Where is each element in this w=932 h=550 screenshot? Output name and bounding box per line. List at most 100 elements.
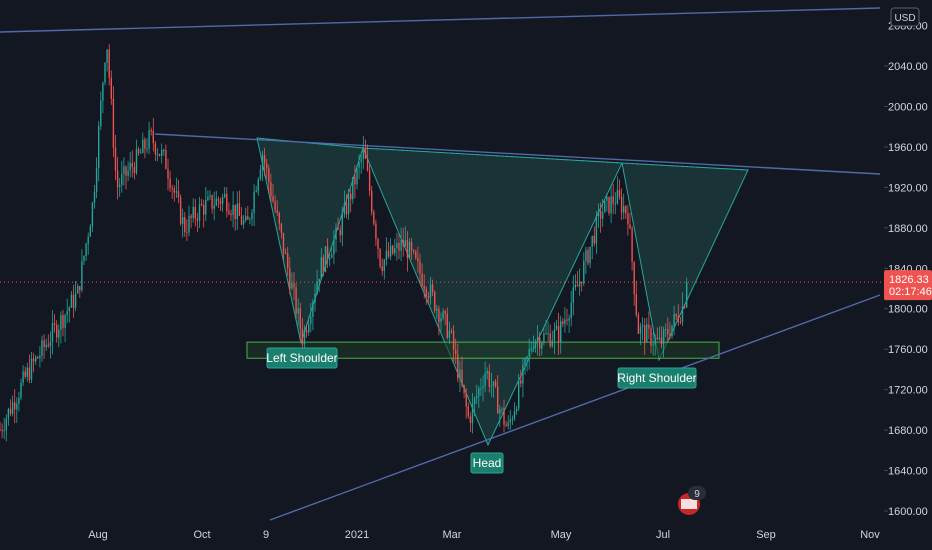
candle-body: [423, 285, 425, 290]
x-tick-label: Nov: [860, 529, 880, 541]
candle-body: [671, 325, 673, 337]
candle-body: [593, 235, 595, 244]
candle-body: [492, 381, 495, 386]
candle-body: [47, 344, 49, 347]
time-axis[interactable]: Aug Oct 9 2021 Mar May Jul Sep Nov: [0, 522, 932, 550]
candle-body: [356, 167, 358, 185]
candle-body: [633, 262, 635, 295]
candle-body: [392, 245, 394, 254]
candle-body: [463, 384, 465, 393]
candle-body: [106, 49, 108, 63]
top-trendline: [0, 7, 881, 33]
candle-body: [476, 396, 478, 399]
candle-body: [270, 182, 272, 197]
candle-body: [11, 402, 14, 414]
candle-body: [679, 321, 682, 323]
candle-body: [373, 211, 375, 224]
candle-body: [681, 306, 684, 323]
candle-body: [64, 314, 66, 328]
candle-body: [299, 308, 301, 330]
candle-body: [167, 168, 169, 179]
candle-body: [209, 195, 211, 197]
candle-body: [194, 206, 196, 219]
candle-body: [415, 251, 417, 259]
candle-body: [255, 190, 257, 192]
candle-body: [669, 334, 671, 337]
pattern-triangle-2: [362, 147, 623, 447]
candle-body: [175, 191, 178, 193]
candle-body: [505, 424, 507, 427]
candle-body: [58, 329, 60, 338]
candle-body: [163, 150, 165, 152]
candle-body: [266, 163, 268, 169]
candle-body: [555, 325, 558, 330]
candle-body: [375, 223, 377, 240]
candle-body: [358, 162, 360, 168]
candle-body: [534, 341, 537, 348]
candle-body: [667, 329, 669, 335]
support-trendline: [269, 294, 881, 521]
candle-body: [455, 349, 457, 354]
candle-body: [333, 239, 335, 255]
candle-body: [53, 323, 56, 325]
candle-body: [413, 250, 415, 252]
candle-body: [620, 196, 623, 213]
candle-body: [604, 200, 606, 213]
candle-body: [557, 325, 560, 343]
candle-body: [686, 282, 688, 308]
candle-body: [576, 284, 579, 287]
candle-body: [352, 176, 354, 200]
y-tick-label: 1800.00: [888, 304, 928, 316]
pattern-top-dotted: [256, 137, 749, 171]
candle-body: [77, 286, 79, 294]
candle-body: [452, 331, 455, 350]
candle-body: [436, 308, 438, 311]
candle-body: [242, 220, 245, 225]
candle-body: [379, 249, 381, 267]
candle-body: [310, 316, 312, 324]
candle-body: [438, 308, 440, 322]
candle-body: [60, 315, 62, 330]
currency-badge[interactable]: [890, 7, 920, 27]
candle-body: [574, 284, 577, 288]
candle-body: [644, 325, 646, 343]
candle-body: [32, 358, 35, 362]
candle-body: [177, 191, 180, 198]
candle-body: [362, 147, 364, 159]
y-tick-label: 2040.00: [888, 61, 928, 73]
candle-body: [478, 388, 480, 397]
candle-body: [276, 209, 278, 213]
candle-body: [322, 257, 325, 273]
candle-body: [434, 291, 436, 311]
candle-body: [295, 287, 297, 314]
head-label-bg: [470, 452, 504, 474]
candle-body: [207, 196, 209, 201]
candle-body: [89, 226, 91, 237]
candle-body: [121, 173, 123, 185]
currency-label: USD: [894, 13, 915, 24]
y-tick-label: 1720.00: [888, 385, 928, 397]
candle-body: [518, 380, 520, 409]
candle-body: [217, 198, 220, 202]
candle-body: [9, 408, 12, 414]
candle-body: [522, 364, 524, 384]
candle-body: [318, 278, 320, 282]
candle-body: [457, 353, 459, 379]
candle-body: [234, 204, 236, 219]
candle-body: [146, 148, 148, 150]
candle-body: [335, 227, 337, 240]
candle-body: [156, 153, 159, 155]
candle-body: [150, 130, 152, 132]
candle-body: [637, 315, 640, 334]
candle-body: [648, 324, 650, 329]
y-tick-label: 2000.00: [888, 101, 928, 113]
candle-body: [465, 392, 467, 407]
candle-body: [165, 150, 167, 169]
right-shoulder-label-bg: [617, 367, 697, 389]
left-shoulder-label-bg: [266, 347, 338, 369]
candle-body: [85, 243, 87, 256]
head-shoulders-pattern: [246, 137, 749, 447]
candle-body: [131, 163, 133, 167]
